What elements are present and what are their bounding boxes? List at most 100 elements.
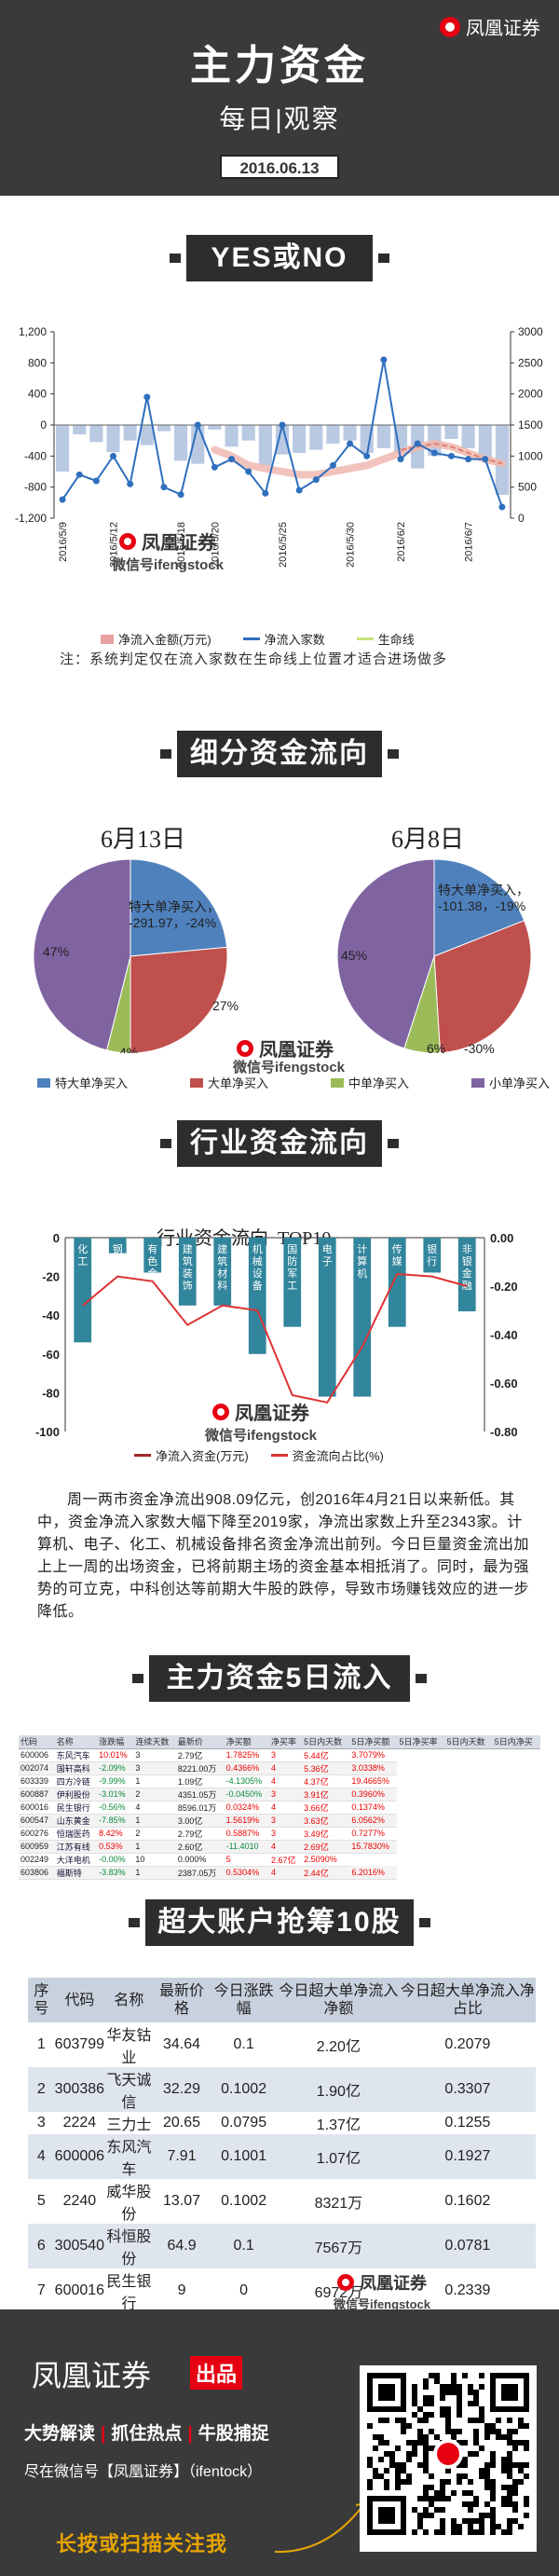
table-cell: 3 bbox=[268, 1827, 303, 1841]
table-cell: 山东黄金 bbox=[54, 1814, 98, 1828]
bar bbox=[140, 425, 154, 445]
qr-module bbox=[490, 2513, 496, 2518]
table-cell: 1 bbox=[133, 1774, 176, 1788]
qr-module bbox=[440, 2479, 445, 2485]
table-cell: 002074 bbox=[19, 1761, 55, 1775]
pie-data-label: -101.38，-19% bbox=[438, 898, 525, 913]
y-tick-label: 800 bbox=[28, 356, 47, 369]
data-point bbox=[312, 476, 320, 484]
bar bbox=[178, 1238, 197, 1306]
qr-module bbox=[445, 2418, 451, 2423]
x-category-label: 工 bbox=[77, 1255, 88, 1267]
qr-module bbox=[518, 2423, 524, 2429]
table-cell: -0.00% bbox=[97, 1853, 134, 1867]
bar bbox=[208, 425, 222, 430]
table-cell: 3.63亿 bbox=[302, 1814, 350, 1828]
qr-module bbox=[378, 2418, 384, 2423]
qr-module bbox=[518, 2468, 524, 2473]
bar bbox=[388, 1238, 406, 1327]
qr-module bbox=[462, 2490, 468, 2496]
table-cell: 0 bbox=[210, 2268, 278, 2313]
qr-module bbox=[490, 2490, 496, 2496]
table-cell: 1.90亿 bbox=[277, 2067, 400, 2112]
qr-module bbox=[378, 2434, 384, 2440]
table-cell: 恒瑞医药 bbox=[54, 1827, 98, 1841]
table-cell: 科恒股份 bbox=[104, 2224, 154, 2268]
qr-module bbox=[507, 2490, 512, 2496]
qr-module bbox=[401, 2468, 406, 2473]
qr-module bbox=[429, 2373, 434, 2378]
qr-module bbox=[484, 2468, 490, 2473]
qr-module bbox=[412, 2390, 417, 2395]
table-cell: 2.79亿 bbox=[175, 1748, 225, 1762]
table-cell: 4 bbox=[28, 2134, 55, 2179]
qr-module bbox=[479, 2412, 484, 2418]
table-cell: 四方冷链 bbox=[54, 1774, 98, 1788]
table-cell: 2224 bbox=[54, 2112, 105, 2134]
x-category-label: 电 bbox=[322, 1243, 333, 1255]
qr-module bbox=[457, 2412, 462, 2418]
bar bbox=[248, 1238, 266, 1354]
trend-line bbox=[211, 439, 506, 479]
bar bbox=[56, 425, 70, 472]
table-cell: 0.1 bbox=[210, 2022, 278, 2067]
table-cell: 64.9 bbox=[153, 2224, 211, 2268]
watermark: 凤凰证券 bbox=[237, 1035, 334, 1062]
chart1-legend: 净流入金额(万元) 净流入家数 生命线 bbox=[101, 630, 415, 648]
table-header-cell: 名称 bbox=[104, 1978, 154, 2022]
table-cell: 0.3960% bbox=[349, 1788, 398, 1802]
qr-module bbox=[490, 2507, 496, 2513]
qr-module bbox=[451, 2524, 457, 2529]
table-cell: 3 bbox=[133, 1761, 176, 1775]
bar bbox=[174, 425, 188, 461]
qr-module bbox=[401, 2462, 406, 2468]
qr-module bbox=[429, 2513, 434, 2518]
x-category-label: 装 bbox=[183, 1267, 193, 1280]
qr-module bbox=[367, 2485, 373, 2490]
table-row: 1 603799 华友钴业 34.64 0.1 2.20亿 0.2079 bbox=[28, 2022, 536, 2067]
legend-label: 小单净买入 bbox=[488, 1076, 550, 1090]
table-cell: 1.5619% bbox=[224, 1814, 269, 1828]
table-header-cell: 5日净买额 bbox=[349, 1735, 398, 1749]
qr-module bbox=[507, 2468, 512, 2473]
table-cell: 0.2079 bbox=[399, 2022, 536, 2067]
table-row: 002249 大洋电机 -0.00% 10 0.000% 5 2.67亿 2.5090% bbox=[19, 1853, 540, 1867]
qr-code[interactable] bbox=[360, 2365, 537, 2552]
qr-module bbox=[507, 2440, 512, 2446]
qr-module bbox=[401, 2479, 406, 2485]
table-cell: 9 bbox=[153, 2268, 211, 2313]
bar bbox=[293, 425, 307, 453]
phoenix-logo-icon bbox=[337, 2274, 354, 2291]
table-cell: 0.1001 bbox=[210, 2134, 278, 2179]
qr-module bbox=[423, 2401, 429, 2406]
brand-logo-text: 凤凰证券 bbox=[466, 19, 540, 39]
table-header-cell: 代码 bbox=[54, 1978, 105, 2022]
watermark: 凤凰证券 微信号ifengstock bbox=[205, 1398, 317, 1445]
table-row: 2 300386 飞天诚信 32.29 0.1002 1.90亿 0.3307 bbox=[28, 2067, 536, 2112]
qr-module bbox=[501, 2485, 507, 2490]
qr-module bbox=[434, 2373, 440, 2378]
qr-module bbox=[384, 2479, 389, 2485]
pie-data-label: 特大单净买入， bbox=[129, 899, 220, 914]
table-cell: 600959 bbox=[19, 1840, 55, 1854]
table-cell: 0.1927 bbox=[399, 2134, 536, 2179]
x-category-label: 属 bbox=[147, 1280, 157, 1292]
pie-slice bbox=[130, 858, 228, 957]
pie2-title: 6月8日 bbox=[391, 826, 465, 853]
five-day-inflow-table: 代码 名称 涨跌幅 连续天数 最新价 净买额 净买率 5日内天数 5日净买额 5日净买率 5日内天数… bbox=[19, 1735, 540, 1880]
qr-module bbox=[524, 2446, 529, 2451]
legend-label: 净流入金额(万元) bbox=[118, 633, 211, 647]
table-cell: 2.60亿 bbox=[175, 1840, 225, 1854]
qr-module bbox=[451, 2529, 457, 2535]
qr-module bbox=[395, 2418, 401, 2423]
table-cell: 6.2016% bbox=[349, 1866, 398, 1880]
brand-logo: 凤凰证券 bbox=[440, 13, 540, 40]
qr-module bbox=[484, 2513, 490, 2518]
y-tick-label: -800 bbox=[24, 481, 47, 494]
qr-module bbox=[451, 2390, 457, 2395]
qr-module bbox=[417, 2496, 423, 2501]
watermark-brand: 凤凰证券 bbox=[360, 2274, 427, 2293]
qr-module bbox=[373, 2446, 378, 2451]
qr-module bbox=[412, 2451, 417, 2457]
qr-module bbox=[524, 2513, 529, 2518]
